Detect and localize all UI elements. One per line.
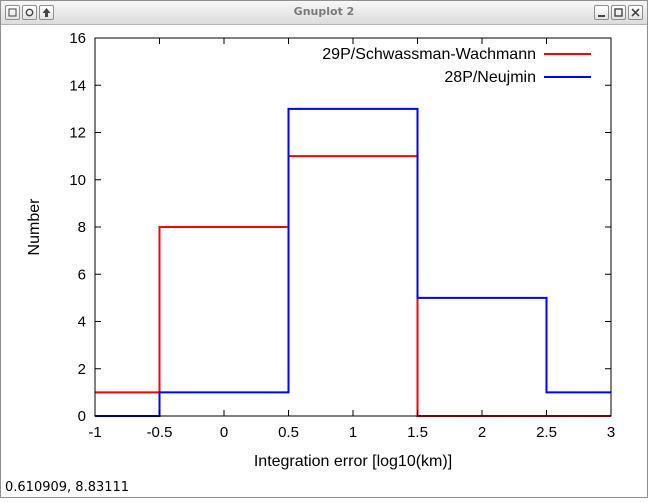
y-axis-label: Number [26,198,43,256]
y-tick-label: 0 [78,408,86,425]
x-tick-label: 1 [349,424,357,441]
y-tick-label: 12 [69,125,86,142]
y-tick-label: 8 [78,219,86,236]
maximize-icon [614,8,623,17]
y-tick-label: 6 [78,266,86,283]
window-menu-icon [8,8,17,17]
x-tick-label: 2 [478,424,486,441]
x-axis-label: Integration error [log10(km)] [254,453,452,470]
x-tick-label: 2.5 [536,424,557,441]
y-tick-label: 2 [78,361,86,378]
legend: 29P/Schwassman-Wachmann 28P/Neujmin [322,46,591,86]
maximize-button[interactable] [611,5,626,20]
y-tick-label: 4 [78,314,86,331]
minimize-button[interactable] [594,5,609,20]
circle-icon [25,8,34,17]
x-tick-label: -0.5 [147,424,173,441]
window-menu-button[interactable] [5,5,20,20]
sticky-button[interactable] [22,5,37,20]
x-tick-label: 3 [607,424,615,441]
y-tick-label: 14 [69,77,86,94]
x-tick-label: 0 [220,424,228,441]
legend-label-series2: 28P/Neujmin [444,69,536,86]
close-button[interactable] [628,5,643,20]
window-title: Gnuplot 2 [293,5,355,18]
y-tick-label: 10 [69,172,86,189]
arrow-up-icon [42,8,51,17]
plot-area[interactable]: -1 -0.5 0 0.5 1 1.5 2 2.5 3 0 2 4 6 8 10 12 14 16 Integra… [1,24,647,498]
raise-button[interactable] [39,5,54,20]
series-line-2 [95,107,611,417]
x-tick-label: 0.5 [278,424,299,441]
histogram-chart[interactable]: -1 -0.5 0 0.5 1 1.5 2 2.5 3 0 2 4 6 8 10 12 14 16 Integra… [1,24,647,498]
x-tick-label: -1 [88,424,101,441]
x-tick-label: 1.5 [407,424,428,441]
y-tick-label: 16 [69,30,86,47]
minimize-icon [598,15,605,17]
series-line-1 [95,155,611,417]
close-icon [631,8,640,17]
title-bar[interactable]: Gnuplot 2 [1,1,647,25]
legend-label-series1: 29P/Schwassman-Wachmann [322,46,536,63]
mouse-coordinates: 0.610909, 8.83111 [5,480,130,495]
